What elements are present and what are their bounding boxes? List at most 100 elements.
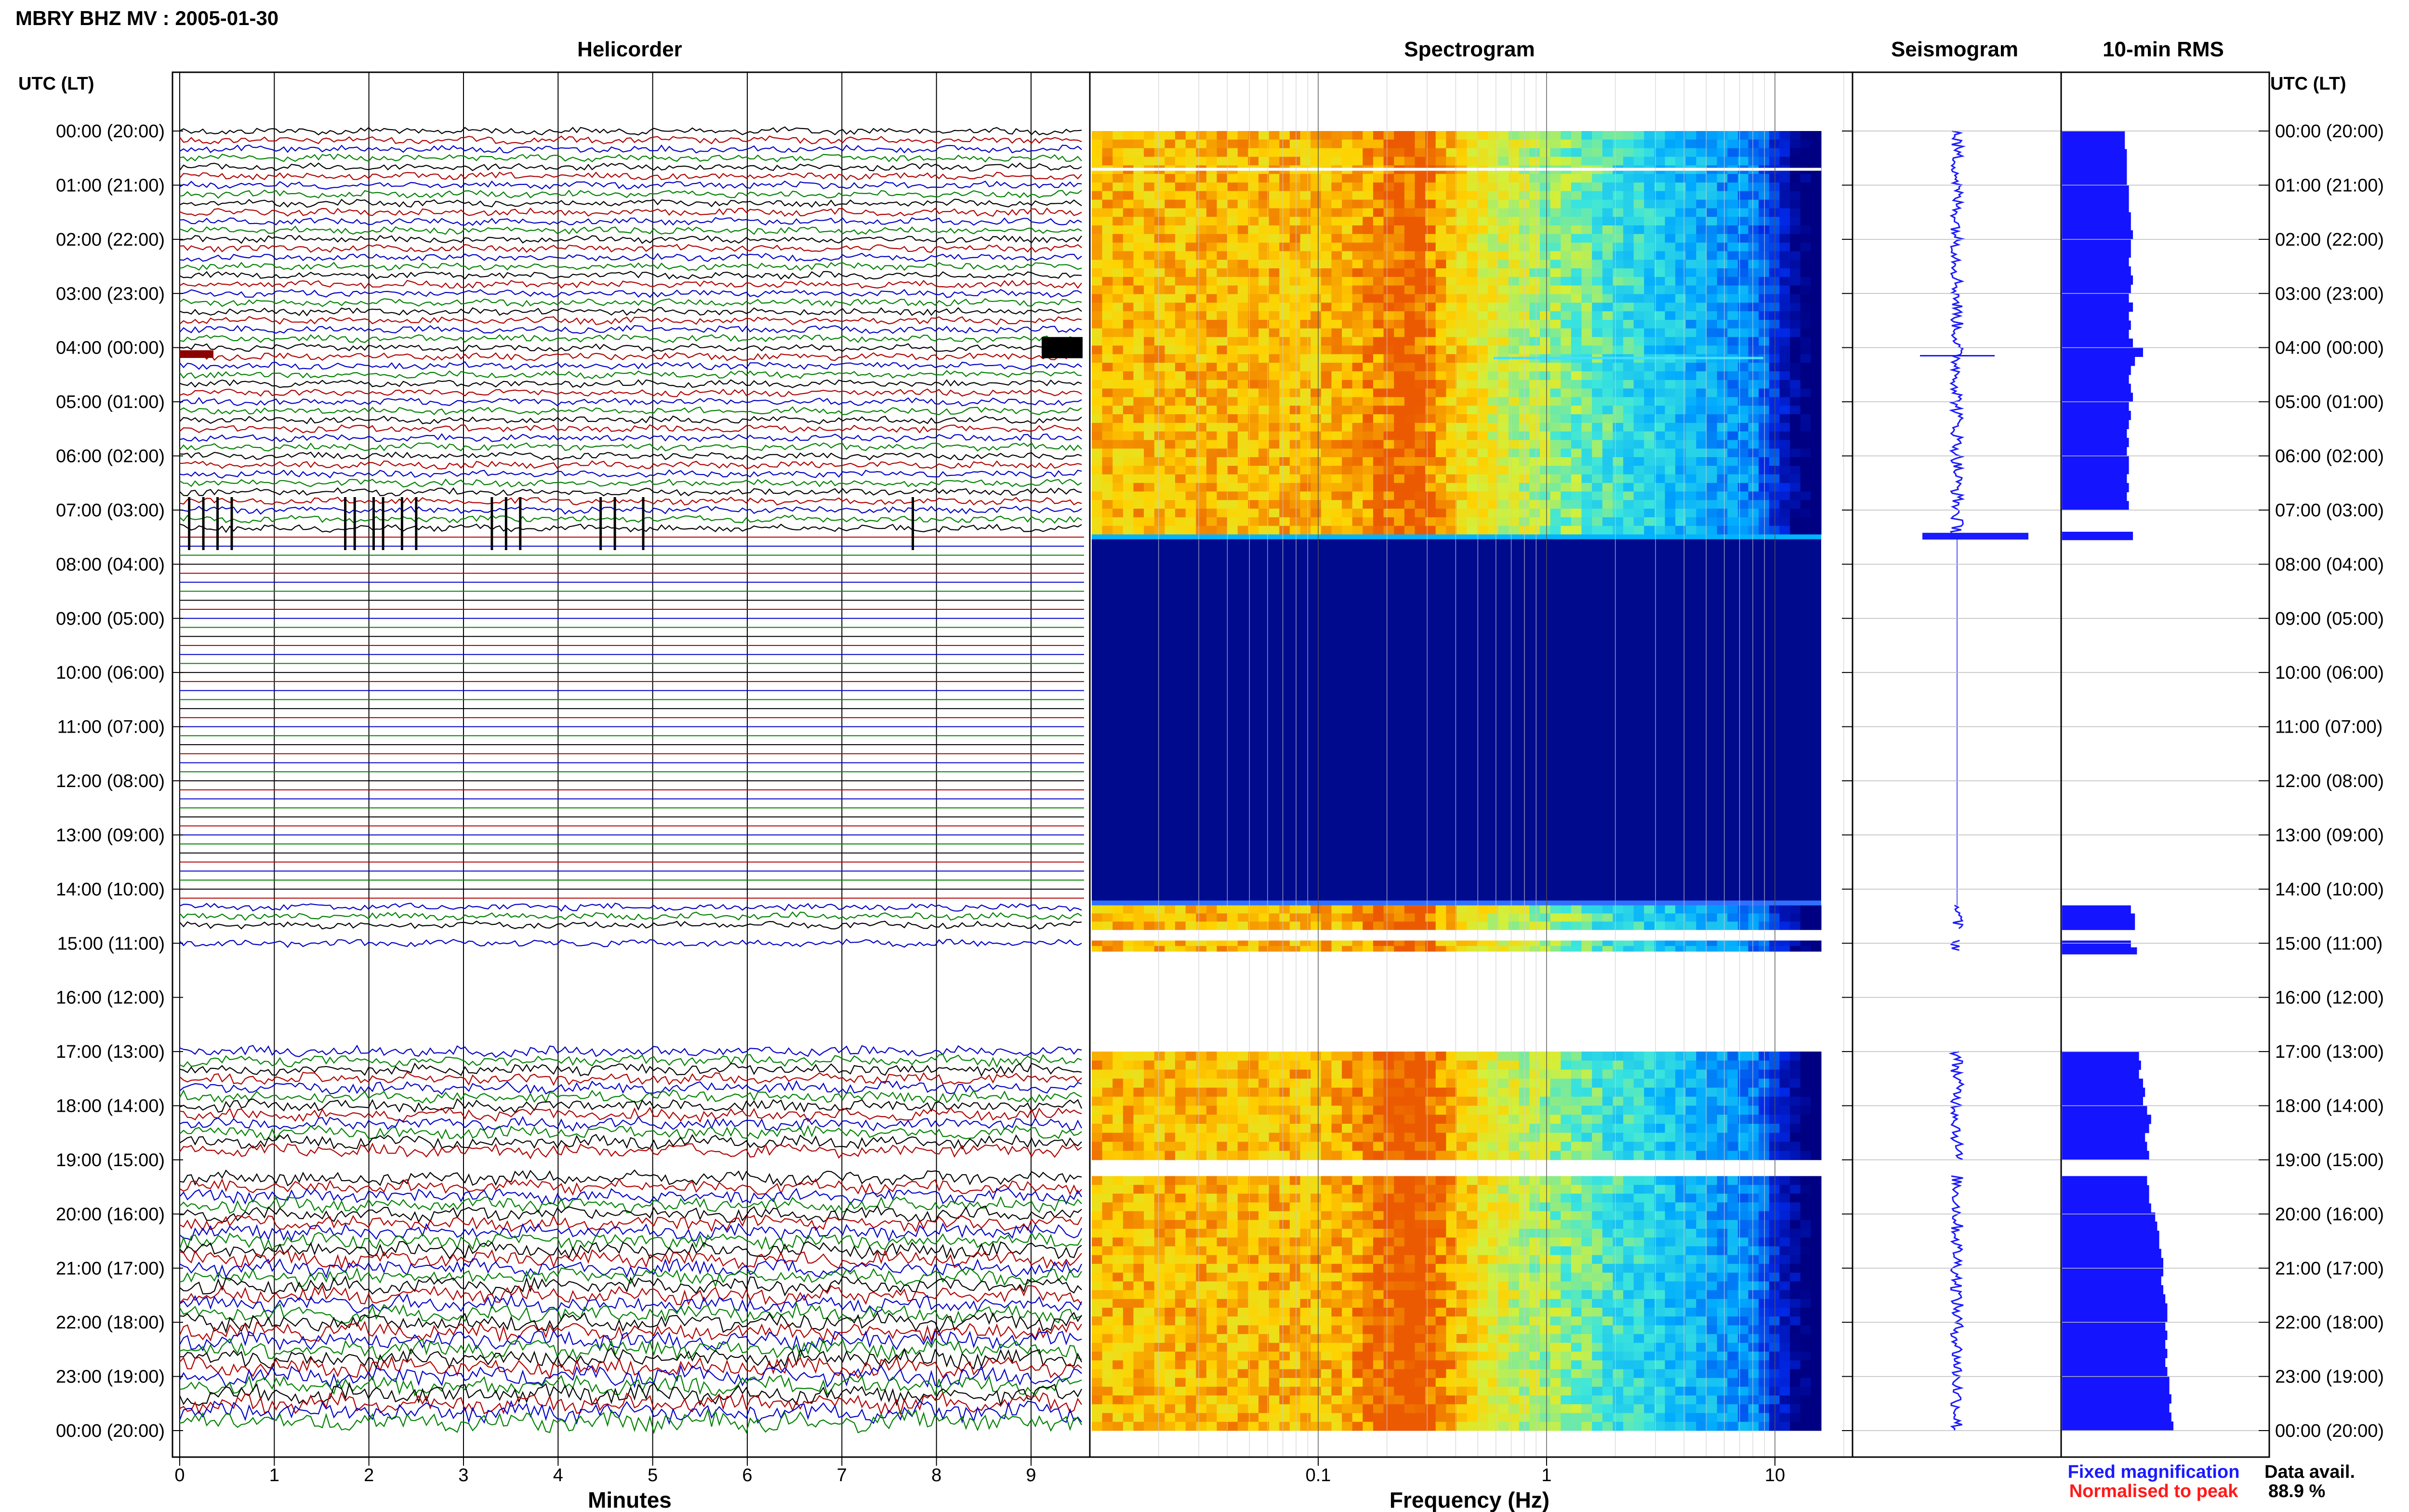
spectrogram-cell: [1779, 251, 1790, 260]
spectrogram-cell: [1383, 174, 1394, 183]
spectrogram-cell: [1779, 1124, 1790, 1133]
spectrogram-cell: [1321, 466, 1332, 475]
spectrogram-cell: [1498, 1184, 1509, 1194]
spectrogram-cell: [1196, 234, 1207, 243]
spectrogram-cell: [1415, 1096, 1426, 1106]
spectrogram-cell: [1654, 491, 1665, 500]
spectrogram-cell: [1633, 397, 1644, 406]
spectrogram-cell: [1165, 345, 1176, 355]
spectrogram-cell: [1175, 302, 1186, 312]
spectrogram-cell: [1759, 422, 1770, 432]
spectrogram-cell: [1415, 320, 1426, 329]
spectrogram-cell: [1571, 1211, 1582, 1221]
spectrogram-cell: [1592, 157, 1603, 166]
spectrogram-cell: [1206, 337, 1217, 346]
spectrogram-cell: [1383, 1184, 1394, 1194]
spectrogram-cell: [1112, 1088, 1124, 1097]
spectrogram-cell: [1279, 388, 1290, 397]
spectrogram-cell: [1092, 921, 1103, 930]
spectrogram-cell: [1185, 388, 1196, 397]
spectrogram-cell: [1540, 921, 1551, 930]
spectrogram-cell: [1123, 526, 1134, 535]
helicorder-trace: [179, 361, 1082, 370]
spectrogram-cell: [1165, 242, 1176, 251]
spectrogram-cell: [1467, 1194, 1478, 1203]
spectrogram-cell: [1613, 139, 1624, 149]
spectrogram-cell: [1613, 1060, 1624, 1070]
helicorder-trace: [179, 298, 1082, 307]
spectrogram-cell: [1748, 157, 1759, 166]
spectrogram-cell: [1394, 199, 1405, 209]
spectrogram-cell: [1415, 131, 1426, 140]
spectrogram-cell: [1102, 466, 1113, 475]
spectrogram-cell: [1769, 131, 1780, 140]
spectrogram-cell: [1404, 268, 1415, 277]
spectrogram-cell: [1707, 285, 1718, 294]
spectrogram-cell: [1487, 1069, 1498, 1079]
spectrogram-cell: [1133, 148, 1144, 157]
spectrogram-cell: [1707, 225, 1718, 235]
spectrogram-cell: [1394, 354, 1405, 363]
spectrogram-cell: [1331, 1142, 1342, 1151]
spectrogram-cell: [1363, 242, 1374, 251]
spectrogram-cell: [1102, 946, 1113, 952]
spectrogram-cell: [1279, 285, 1290, 294]
spectrogram-cell: [1279, 1088, 1290, 1097]
spectrogram-cell: [1654, 371, 1665, 381]
spectrogram-cell: [1467, 294, 1478, 303]
spectrogram-cell: [1415, 1052, 1426, 1061]
spectrogram-cell: [1258, 208, 1270, 217]
spectrogram-cell: [1300, 199, 1311, 209]
spectrogram-cell: [1289, 422, 1300, 432]
spectrogram-cell: [1738, 174, 1749, 183]
spectrogram-cell: [1112, 1069, 1124, 1079]
spectrogram-cell: [1435, 157, 1446, 166]
spectrogram-cell: [1467, 474, 1478, 484]
spectrogram-cell: [1581, 1184, 1592, 1194]
spectrogram-cell: [1144, 139, 1155, 149]
spectrogram-cell: [1571, 242, 1582, 251]
spectrogram-cell: [1269, 371, 1280, 381]
spectrogram-cell: [1144, 1202, 1155, 1211]
spectrogram-cell: [1289, 440, 1300, 449]
spectrogram-cell: [1435, 1069, 1446, 1079]
spectrogram-cell: [1227, 131, 1238, 140]
spectrogram-cell: [1289, 1105, 1300, 1115]
helicorder-trace: [179, 1241, 1082, 1260]
spectrogram-cell: [1738, 363, 1749, 372]
spectrogram-cell: [1685, 414, 1696, 423]
spectrogram-cell: [1602, 294, 1613, 303]
spectrogram-cell: [1175, 526, 1186, 535]
spectrogram-cell: [1561, 328, 1572, 338]
spectrogram-cell: [1790, 457, 1801, 466]
spectrogram-cell: [1300, 491, 1311, 500]
spectrogram-cell: [1310, 1069, 1322, 1079]
spectrogram-cell: [1779, 242, 1790, 251]
spectrogram-cell: [1665, 251, 1676, 260]
spectrogram-cell: [1165, 217, 1176, 226]
spectrogram-cell: [1467, 448, 1478, 458]
spectrogram-cell: [1644, 1184, 1655, 1194]
spectrogram-cell: [1206, 422, 1217, 432]
spectrogram-cell: [1102, 406, 1113, 415]
spectrogram-cell: [1352, 251, 1363, 260]
spectrogram-cell: [1435, 260, 1446, 269]
spectrogram-cell: [1196, 440, 1207, 449]
spectrogram-cell: [1383, 1194, 1394, 1203]
spectrogram-cell: [1769, 199, 1780, 209]
spectrogram-cell: [1102, 1124, 1113, 1133]
spectrogram-cell: [1446, 905, 1457, 914]
spectrogram-cell: [1415, 217, 1426, 226]
spectrogram-cell: [1165, 157, 1176, 166]
spectrogram-cell: [1279, 268, 1290, 277]
spectrogram-cell: [1363, 1202, 1374, 1211]
spectrogram-cell: [1123, 406, 1134, 415]
spectrogram-cell: [1759, 371, 1770, 381]
spectrogram-cell: [1217, 380, 1228, 389]
spectrogram-cell: [1467, 1060, 1478, 1070]
spectrogram-cell: [1800, 320, 1811, 329]
spectrogram-cell: [1540, 414, 1551, 423]
spectrogram-cell: [1165, 1052, 1176, 1061]
spectrogram-cell: [1133, 268, 1144, 277]
spectrogram-cell: [1592, 139, 1603, 149]
